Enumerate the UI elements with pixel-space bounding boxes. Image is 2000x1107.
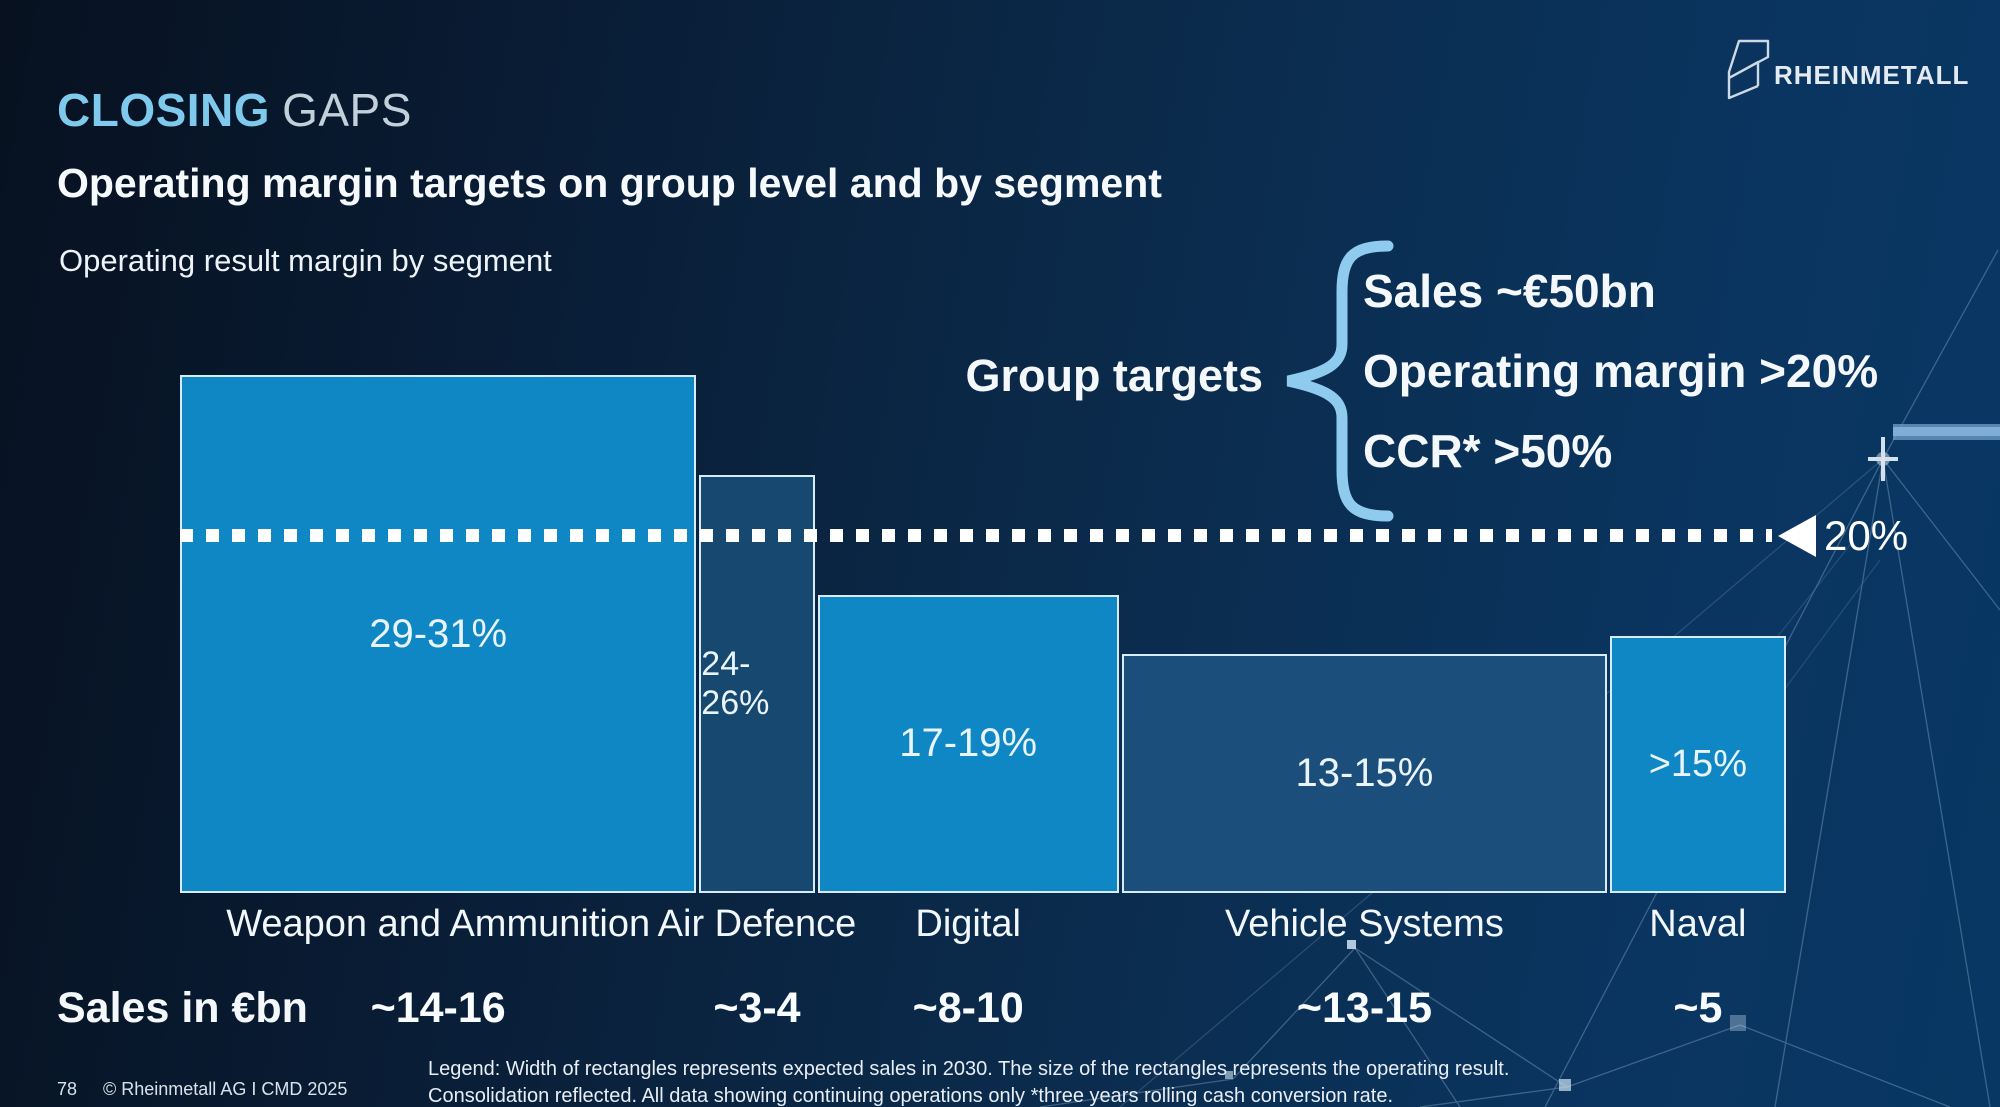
- segment-axis-label: Weapon and Ammunition: [226, 903, 651, 945]
- rheinmetall-logo-icon: [1727, 39, 1770, 100]
- group-targets-list: Sales ~€50bn Operating margin >20% CCR* …: [1363, 251, 1878, 491]
- legend-note: Legend: Width of rectangles represents e…: [428, 1056, 1509, 1107]
- rheinmetall-logo-text: RHEINMETALL: [1774, 60, 1970, 90]
- group-target-sales: Sales ~€50bn: [1363, 265, 1656, 317]
- group-target-ccr: CCR* >50%: [1363, 425, 1613, 477]
- bar-margin-label: 24-26%: [701, 645, 770, 723]
- light-streak: [1893, 424, 2000, 440]
- bar-margin-label: 29-31%: [369, 611, 508, 656]
- copyright-text: © Rheinmetall AG I CMD 2025: [103, 1079, 348, 1099]
- sales-row-label: Sales in €bn: [57, 984, 308, 1032]
- eyebrow-light-text: GAPS: [282, 84, 412, 136]
- segment-axis-label: Vehicle Systems: [1225, 903, 1504, 945]
- segment-sales-value: ~13-15: [1296, 984, 1432, 1032]
- chart-caption: Operating result margin by segment: [59, 243, 552, 278]
- reference-arrow-icon: [1778, 515, 1816, 557]
- page-title: Operating margin targets on group level …: [57, 160, 1162, 206]
- legend-line-2: Consolidation reflected. All data showin…: [428, 1085, 1394, 1107]
- bar-margin-label: 13-15%: [1295, 750, 1434, 795]
- segment-bar: 17-19%: [817, 594, 1119, 893]
- segment-sales-value: ~5: [1673, 984, 1723, 1032]
- reference-dotted-line: [180, 529, 1772, 542]
- segment-axis-label: Digital: [915, 903, 1021, 945]
- segment-axis-label: Air Defence: [657, 903, 857, 945]
- reference-line-label: 20%: [1824, 512, 1909, 559]
- segment-sales-value: ~14-16: [370, 984, 506, 1032]
- segment-sales-value: ~3-4: [713, 984, 801, 1032]
- segment-axis-label: Naval: [1649, 903, 1747, 945]
- segment-bar: 13-15%: [1121, 653, 1608, 893]
- legend-line-1: Legend: Width of rectangles represents e…: [428, 1058, 1510, 1080]
- segment-bar: 29-31%: [180, 375, 697, 893]
- bar-margin-label: >15%: [1648, 742, 1747, 785]
- eyebrow-bold-text: CLOSING: [57, 84, 271, 136]
- slide-eyebrow: CLOSING GAPS: [57, 84, 412, 136]
- group-targets-label: Group targets: [965, 350, 1263, 401]
- bar-margin-label: 17-19%: [899, 721, 1038, 766]
- segment-sales-value: ~8-10: [912, 984, 1024, 1032]
- segment-bar: 24-26%: [699, 475, 815, 893]
- curly-brace-graphic: [1286, 240, 1394, 522]
- page-number: 78: [57, 1079, 78, 1099]
- group-target-margin: Operating margin >20%: [1363, 345, 1879, 397]
- segment-bar: >15%: [1610, 635, 1786, 893]
